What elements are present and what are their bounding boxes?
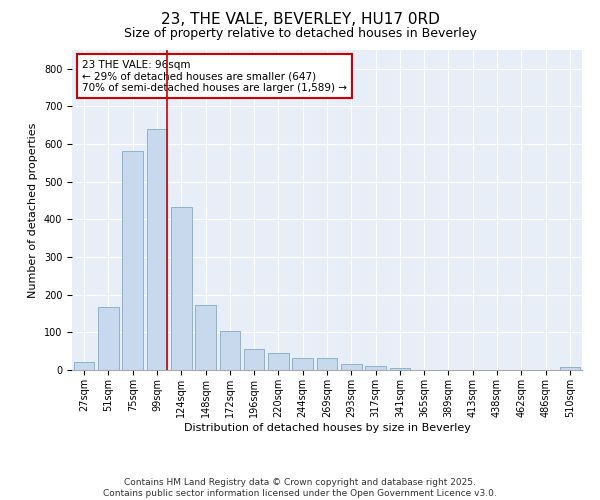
Bar — [74, 362, 94, 370]
Bar — [292, 358, 313, 370]
Text: Size of property relative to detached houses in Beverley: Size of property relative to detached ho… — [124, 28, 476, 40]
Bar — [341, 364, 362, 370]
Bar — [560, 368, 580, 370]
Bar — [365, 366, 386, 370]
Bar — [98, 307, 119, 370]
Bar — [146, 129, 167, 370]
Text: 23 THE VALE: 96sqm
← 29% of detached houses are smaller (647)
70% of semi-detach: 23 THE VALE: 96sqm ← 29% of detached hou… — [82, 60, 347, 93]
Bar — [317, 358, 337, 370]
Bar — [122, 151, 143, 370]
Bar — [220, 331, 240, 370]
Bar — [268, 354, 289, 370]
Bar — [244, 348, 265, 370]
Text: 23, THE VALE, BEVERLEY, HU17 0RD: 23, THE VALE, BEVERLEY, HU17 0RD — [161, 12, 439, 28]
Bar — [195, 305, 216, 370]
Bar — [389, 368, 410, 370]
Y-axis label: Number of detached properties: Number of detached properties — [28, 122, 38, 298]
Bar — [171, 208, 191, 370]
X-axis label: Distribution of detached houses by size in Beverley: Distribution of detached houses by size … — [184, 422, 470, 432]
Text: Contains HM Land Registry data © Crown copyright and database right 2025.
Contai: Contains HM Land Registry data © Crown c… — [103, 478, 497, 498]
